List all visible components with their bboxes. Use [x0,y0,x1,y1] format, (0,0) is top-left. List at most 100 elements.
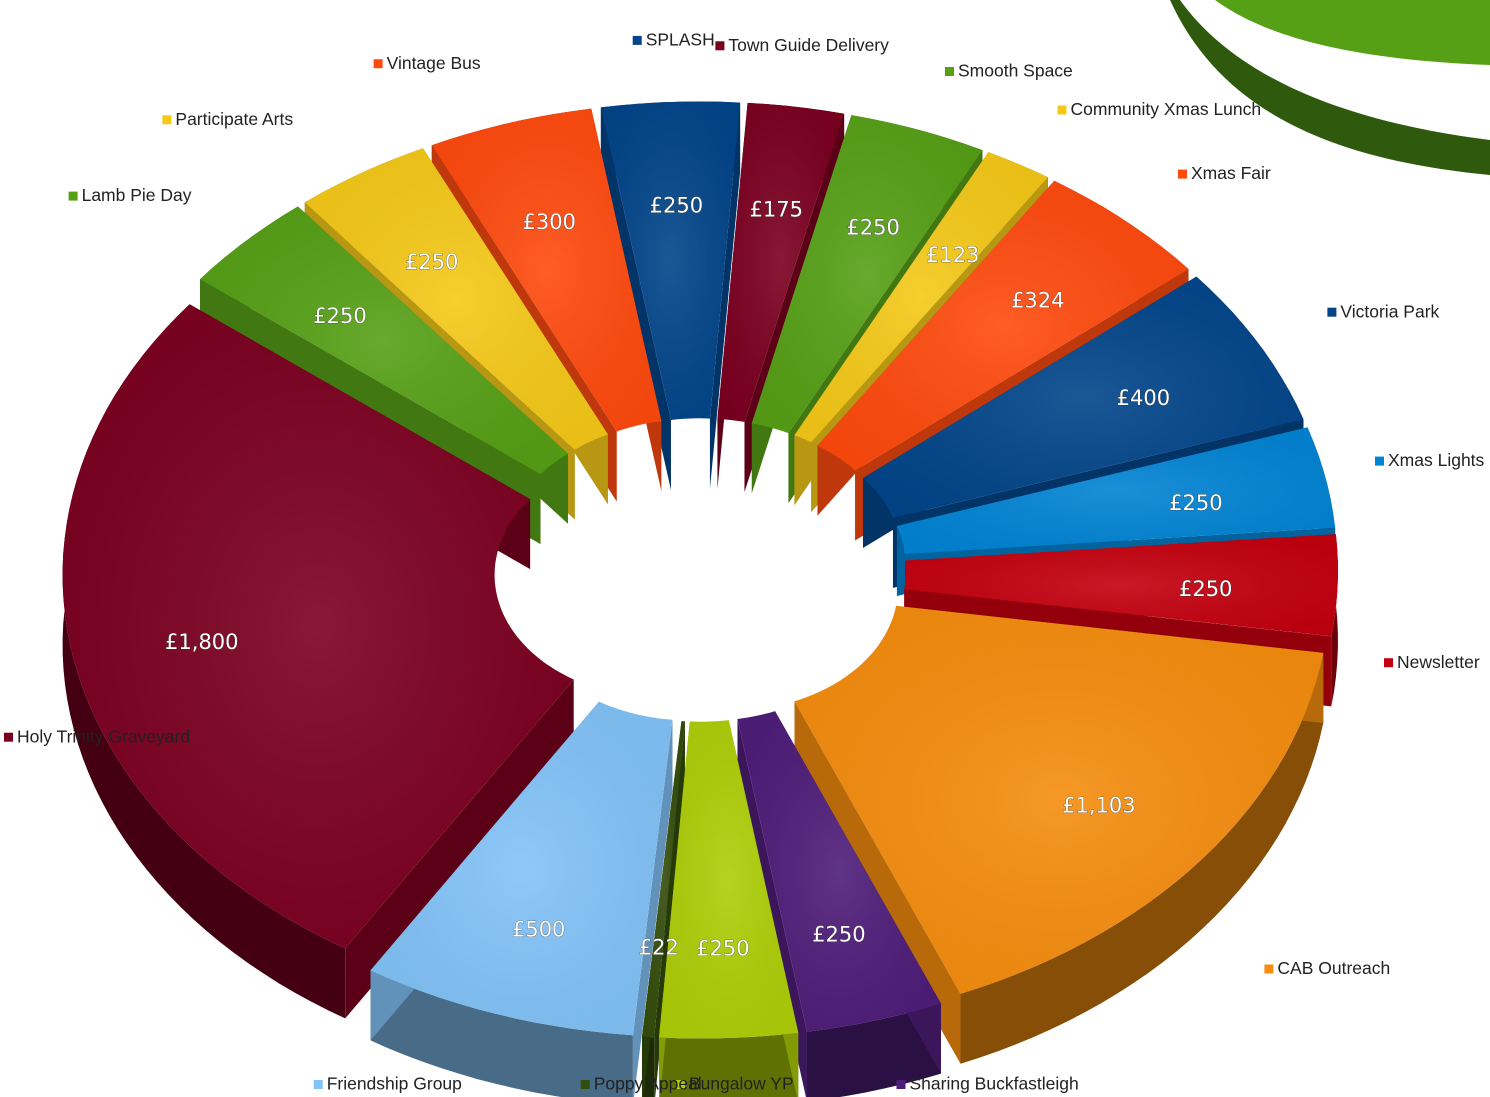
legend-entry: Bungalow YP [675,1074,794,1094]
legend-entry: Town Guide Delivery [715,35,889,55]
slice-value-label: £22 [639,936,679,960]
slice-value-label: £123 [926,243,979,267]
pie-slice [659,720,799,1097]
slice-category-label: Vintage Bus [387,53,481,73]
slice-top-shade [794,152,1048,443]
value-labels-layer: £175 £250 £123 £324 £400 £250 £250 £1,103 £250 £2… [165,193,1233,960]
legend-swatch [1327,307,1337,317]
slice-value-label: £1,800 [165,630,238,654]
slice-category-label: Lamb Pie Day [82,185,192,205]
slice-value-label: £250 [313,304,366,328]
slice-value-label: £250 [846,216,899,240]
legend-entry: CAB Outreach [1264,958,1390,978]
slice-category-label: Xmas Lights [1388,450,1485,470]
legend-swatch [4,732,13,742]
slice-top-shade [642,721,685,1038]
slice-top-shade [794,605,1324,994]
legend-swatch [945,67,954,76]
slice-category-label: Holy Trinity Graveyard [17,726,190,746]
legend-swatch [632,35,642,45]
legend-entry: Sharing Buckfastleigh [896,1074,1079,1094]
slice-outer-wall [960,652,1324,1064]
legend-entry: Friendship Group [313,1074,462,1094]
slice-top-shade [863,276,1304,518]
legend-swatch [1264,964,1274,974]
legend-swatch [162,115,172,125]
slice-category-label: Newsletter [1397,652,1480,672]
slice-value-label: £324 [1011,288,1064,312]
slice-top-shade [817,180,1189,471]
slice-top-shade [737,711,941,1032]
slice-outer-wall [370,970,633,1097]
partial-slice-side [1170,0,1490,175]
slice-top-shade [200,206,568,475]
slice-category-label: Poppy Appeal [594,1074,702,1094]
legend-entry: SPLASH [632,30,715,50]
slice-value-label: £250 [696,936,749,960]
slice-category-label: SPLASH [646,30,715,50]
slice-value-label: £250 [405,250,458,274]
slice-category-label: Victoria Park [1340,301,1439,321]
slice-top-shade [717,102,845,422]
legend-swatch [675,1080,685,1089]
legend-entry: Holy Trinity Graveyard [4,726,190,746]
legend-swatch [1375,456,1384,466]
slice-top-shade [904,534,1338,637]
legend-swatch [68,191,78,201]
partial-slice-top [1215,0,1490,65]
slice-category-label: Smooth Space [958,61,1073,81]
legend-swatch [313,1080,323,1089]
slice-value-label: £500 [512,917,565,941]
slice-value-label: £400 [1117,386,1170,410]
legend-entry: Lamb Pie Day [68,185,192,205]
slice-category-label: Bungalow YP [689,1074,794,1094]
legend-entry: Victoria Park [1327,301,1440,321]
slice-top-shade [600,101,741,420]
slice-value-label: £250 [650,194,703,218]
slice-value-label: £175 [750,198,803,222]
slice-value-label: £250 [812,922,865,946]
slice-top-shade [304,148,608,450]
legend-swatch [1057,105,1067,115]
slice-top-shade [62,304,574,949]
slice-category-label: Friendship Group [327,1074,462,1094]
pie-slice [600,101,741,490]
slice-category-label: Community Xmas Lunch [1071,99,1262,119]
slice-radial-wall [709,102,741,489]
legend-swatch [580,1080,590,1089]
slice-category-label: Town Guide Delivery [728,35,889,55]
slice-category-label: Participate Arts [175,109,293,129]
legend-swatch [896,1080,906,1089]
legend-entry: Poppy Appeal [580,1074,702,1094]
slice-category-label: Xmas Fair [1191,163,1271,183]
legend-swatch [1384,658,1393,668]
slice-top-shade [751,115,983,434]
slice-value-label: £1,103 [1062,794,1135,818]
legend-swatch [715,41,725,51]
slices-layer [62,101,1338,1097]
slice-value-label: £250 [1169,491,1222,515]
slice-outer-wall [659,1032,799,1097]
legend-entry: Vintage Bus [373,53,481,73]
legend-entry: Xmas Lights [1375,450,1485,470]
slice-top-shade [370,701,673,1036]
slice-top-shade [659,720,799,1039]
partial-slice-corner [1170,0,1490,175]
legend-entry: Smooth Space [945,61,1073,81]
legend-entry: Newsletter [1384,652,1480,672]
legend-swatch [1178,169,1187,179]
slice-radial-wall [632,719,673,1097]
legend-entry: Community Xmas Lunch [1057,99,1262,119]
slice-outer-wall [807,1003,941,1097]
legend-swatch [373,59,383,69]
legend-entry: Xmas Fair [1178,163,1271,183]
legend-entry: Participate Arts [162,109,293,129]
slice-top-shade [431,108,662,432]
pie-slice [370,701,673,1097]
slice-value-label: £250 [1179,577,1232,601]
slice-category-label: Sharing Buckfastleigh [910,1074,1079,1094]
category-labels-layer: Town Guide Delivery Smooth Space Community… [4,30,1485,1094]
pie-slice [641,721,685,1097]
pie-slice [794,605,1324,1064]
slice-value-label: £300 [522,210,575,234]
